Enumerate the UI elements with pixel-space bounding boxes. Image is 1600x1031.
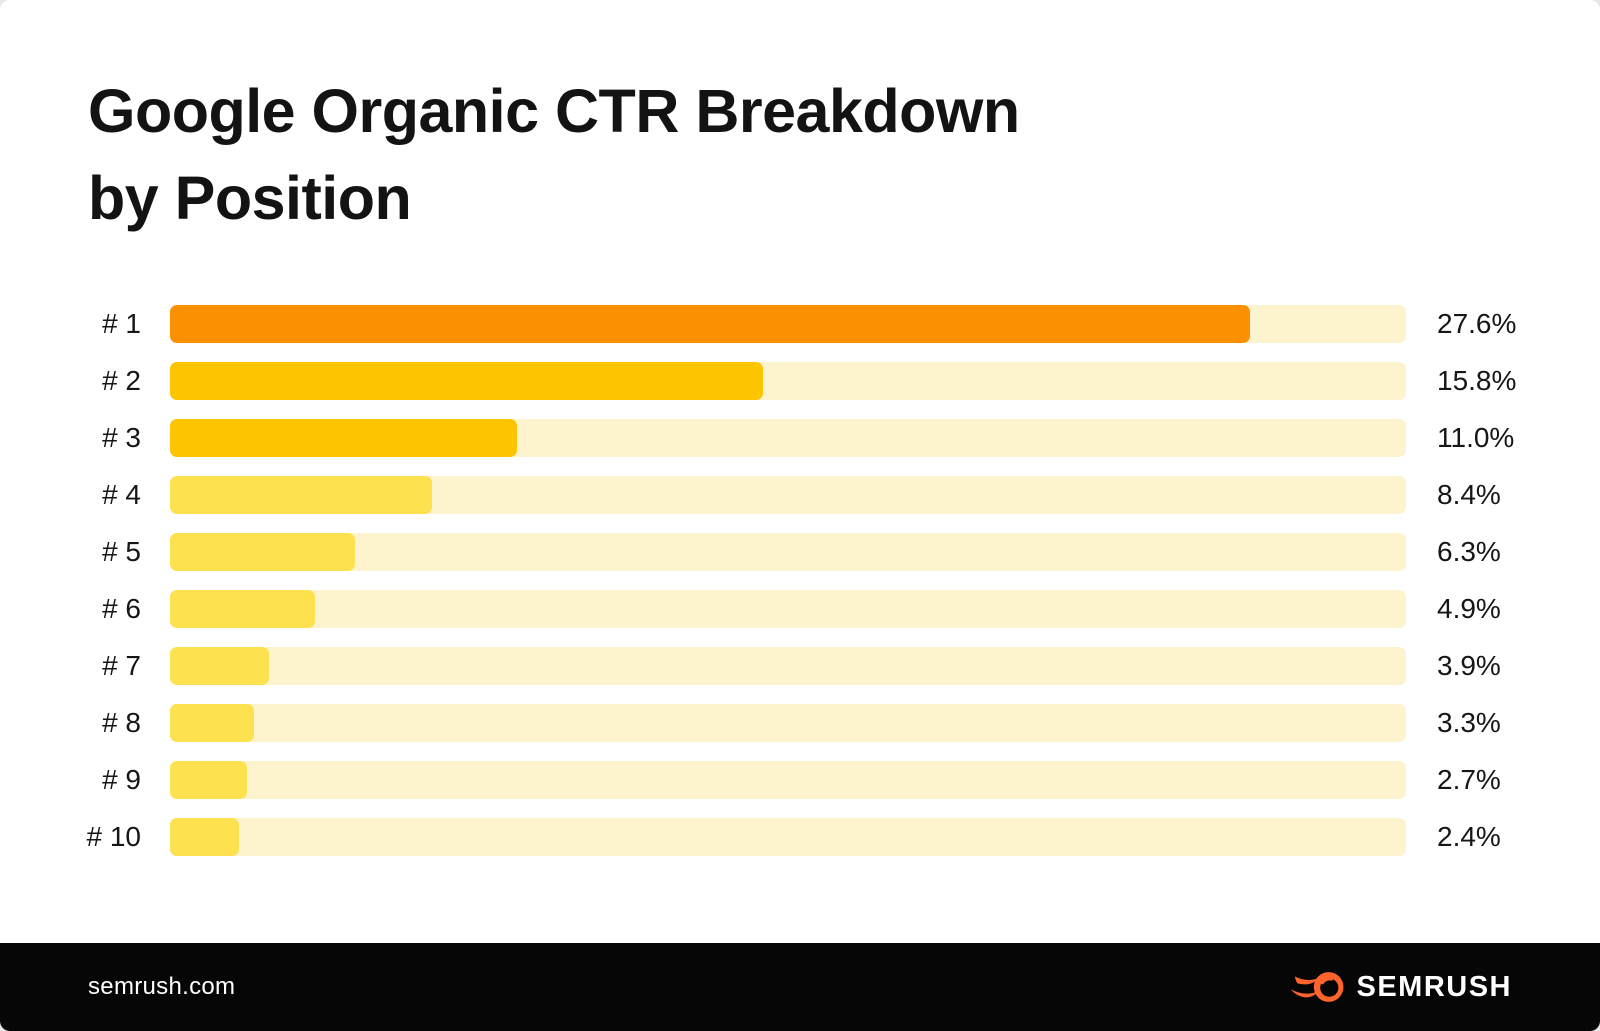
ctr-value-label: 8.4%: [1437, 479, 1501, 510]
bar-row: # 9 2.7%: [0, 761, 1600, 799]
bar-fill: [170, 590, 315, 628]
bar-fill: [170, 476, 433, 514]
position-label: # 10: [86, 821, 142, 852]
semrush-wordmark: SEMRUSH: [1356, 970, 1512, 1003]
position-label: # 5: [102, 536, 141, 567]
bar-track: [170, 818, 1406, 856]
semrush-flame-icon: [1291, 972, 1344, 1002]
bar-track: [170, 647, 1406, 685]
bar-track: [170, 305, 1406, 343]
bar-track: [170, 362, 1406, 400]
ctr-value-label: 4.9%: [1437, 593, 1501, 624]
bar-track: [170, 476, 1406, 514]
position-label: # 4: [102, 479, 141, 510]
bar-row: # 1 27.6%: [0, 305, 1600, 343]
ctr-value-label: 3.9%: [1437, 650, 1501, 681]
bar-fill: [170, 419, 518, 457]
bar-row: # 8 3.3%: [0, 704, 1600, 742]
footer: semrush.com SEMRUSH: [0, 943, 1600, 1031]
ctr-value-label: 3.3%: [1437, 707, 1501, 738]
ctr-value-label: 2.7%: [1437, 764, 1501, 795]
chart-title: Google Organic CTR Breakdown by Position: [88, 77, 1020, 232]
bar-track: [170, 761, 1406, 799]
bar-track: [170, 419, 1406, 457]
ctr-value-label: 6.3%: [1437, 536, 1501, 567]
bar-row: # 3 11.0%: [0, 419, 1600, 457]
bar-fill: [170, 818, 240, 856]
bar-row: # 7 3.9%: [0, 647, 1600, 685]
position-label: # 9: [102, 764, 141, 795]
bar-fill: [170, 647, 269, 685]
semrush-logo: SEMRUSH: [1289, 969, 1512, 1005]
bar-fill: [170, 761, 247, 799]
ctr-value-label: 27.6%: [1437, 308, 1517, 339]
bar-track: [170, 590, 1406, 628]
bar-row: # 4 8.4%: [0, 476, 1600, 514]
position-label: # 7: [102, 650, 141, 681]
position-label: # 1: [102, 308, 141, 339]
bar-row: # 10 2.4%: [0, 818, 1600, 856]
ctr-value-label: 15.8%: [1437, 365, 1517, 396]
bar-track: [170, 704, 1406, 742]
bar-track: [170, 533, 1406, 571]
bar-row: # 6 4.9%: [0, 590, 1600, 628]
position-label: # 8: [102, 707, 141, 738]
footer-url: semrush.com: [88, 973, 236, 1000]
bar-fill: [170, 362, 764, 400]
bar-fill: [170, 704, 255, 742]
bar-row: # 2 15.8%: [0, 362, 1600, 400]
bar-row: # 5 6.3%: [0, 533, 1600, 571]
position-label: # 6: [102, 593, 141, 624]
ctr-value-label: 2.4%: [1437, 821, 1501, 852]
bar-fill: [170, 305, 1251, 343]
position-label: # 2: [102, 365, 141, 396]
position-label: # 3: [102, 422, 141, 453]
bar-fill: [170, 533, 356, 571]
bar-chart: # 1 27.6% # 2 15.8% # 3 11.0% # 4: [0, 305, 1600, 875]
ctr-value-label: 11.0%: [1437, 422, 1515, 453]
